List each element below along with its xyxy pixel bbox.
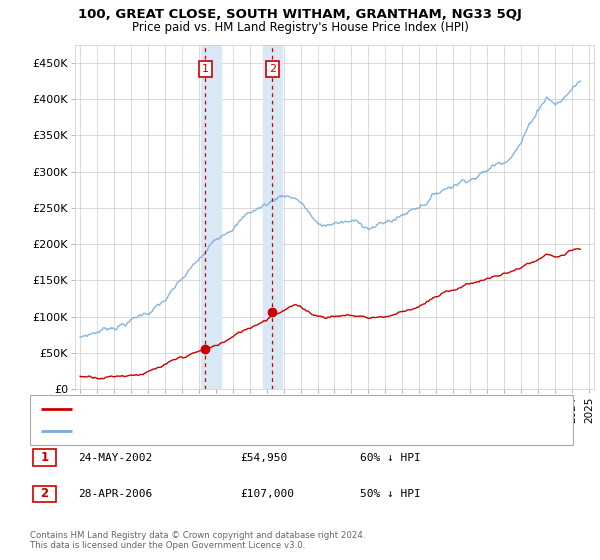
Text: Contains HM Land Registry data © Crown copyright and database right 2024.
This d: Contains HM Land Registry data © Crown c… [30, 530, 365, 550]
Text: 1: 1 [202, 64, 209, 74]
Text: Price paid vs. HM Land Registry's House Price Index (HPI): Price paid vs. HM Land Registry's House … [131, 21, 469, 34]
Text: 100, GREAT CLOSE, SOUTH WITHAM, GRANTHAM, NG33 5QJ: 100, GREAT CLOSE, SOUTH WITHAM, GRANTHAM… [78, 8, 522, 21]
Text: 60% ↓ HPI: 60% ↓ HPI [360, 452, 421, 463]
Text: 50% ↓ HPI: 50% ↓ HPI [360, 489, 421, 499]
Text: £107,000: £107,000 [240, 489, 294, 499]
Text: £54,950: £54,950 [240, 452, 287, 463]
Text: HPI: Average price, detached house, South Kesteven: HPI: Average price, detached house, Sout… [81, 426, 355, 436]
Bar [263, 45, 282, 389]
Text: 2: 2 [40, 487, 49, 501]
Text: 100, GREAT CLOSE, SOUTH WITHAM, GRANTHAM, NG33 5QJ (detached house): 100, GREAT CLOSE, SOUTH WITHAM, GRANTHAM… [81, 404, 487, 414]
Bar [200, 45, 221, 389]
Text: 2: 2 [269, 64, 276, 74]
Text: 1: 1 [40, 451, 49, 464]
Text: 28-APR-2006: 28-APR-2006 [78, 489, 152, 499]
Text: 24-MAY-2002: 24-MAY-2002 [78, 452, 152, 463]
